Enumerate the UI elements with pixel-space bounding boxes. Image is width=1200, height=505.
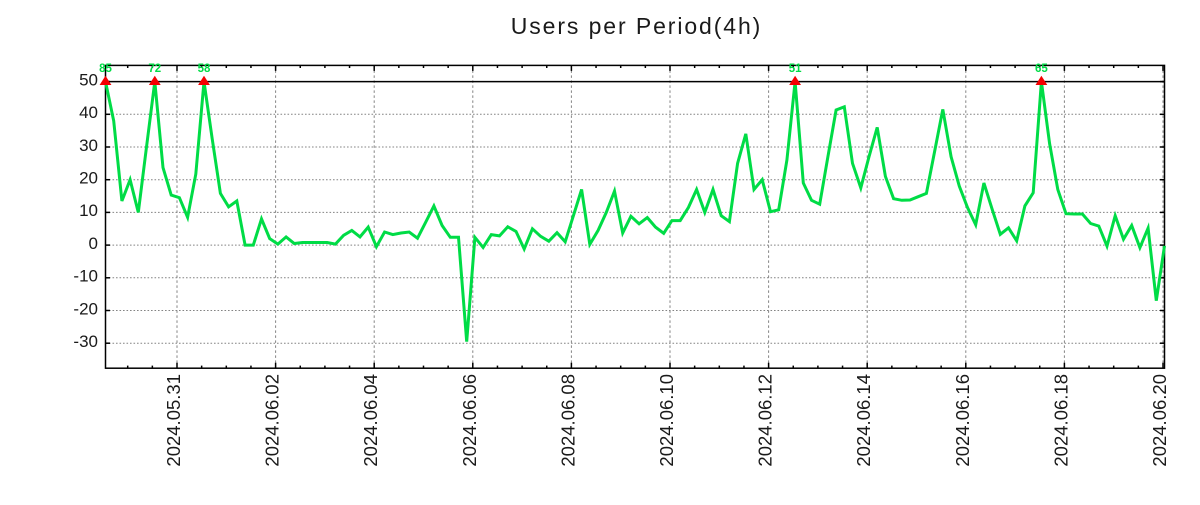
svg-text:2024.06.02: 2024.06.02 <box>262 374 283 467</box>
svg-text:10: 10 <box>79 201 98 220</box>
svg-text:2024.06.14: 2024.06.14 <box>853 374 874 467</box>
svg-text:51: 51 <box>789 63 802 75</box>
svg-text:2024.06.12: 2024.06.12 <box>755 374 776 467</box>
svg-text:0: 0 <box>89 234 98 253</box>
svg-text:2024.06.04: 2024.06.04 <box>360 374 381 467</box>
svg-text:2024.05.31: 2024.05.31 <box>163 374 184 467</box>
svg-text:72: 72 <box>148 63 161 75</box>
svg-text:2024.06.20: 2024.06.20 <box>1149 374 1170 467</box>
svg-text:2024.06.16: 2024.06.16 <box>952 374 973 467</box>
svg-text:40: 40 <box>79 103 98 122</box>
svg-text:85: 85 <box>99 63 112 75</box>
svg-text:58: 58 <box>198 63 211 75</box>
svg-text:2024.06.06: 2024.06.06 <box>459 374 480 467</box>
svg-text:2024.06.08: 2024.06.08 <box>557 374 578 467</box>
svg-text:-10: -10 <box>73 267 98 286</box>
svg-text:30: 30 <box>79 136 98 155</box>
svg-text:65: 65 <box>1035 63 1048 75</box>
svg-text:2024.06.10: 2024.06.10 <box>656 374 677 467</box>
svg-text:Users per Period(4h): Users per Period(4h) <box>511 13 762 39</box>
svg-text:-30: -30 <box>73 332 98 351</box>
svg-text:-20: -20 <box>73 299 98 318</box>
svg-text:2024.06.18: 2024.06.18 <box>1050 374 1071 467</box>
svg-text:50: 50 <box>79 70 98 89</box>
svg-text:20: 20 <box>79 169 98 188</box>
